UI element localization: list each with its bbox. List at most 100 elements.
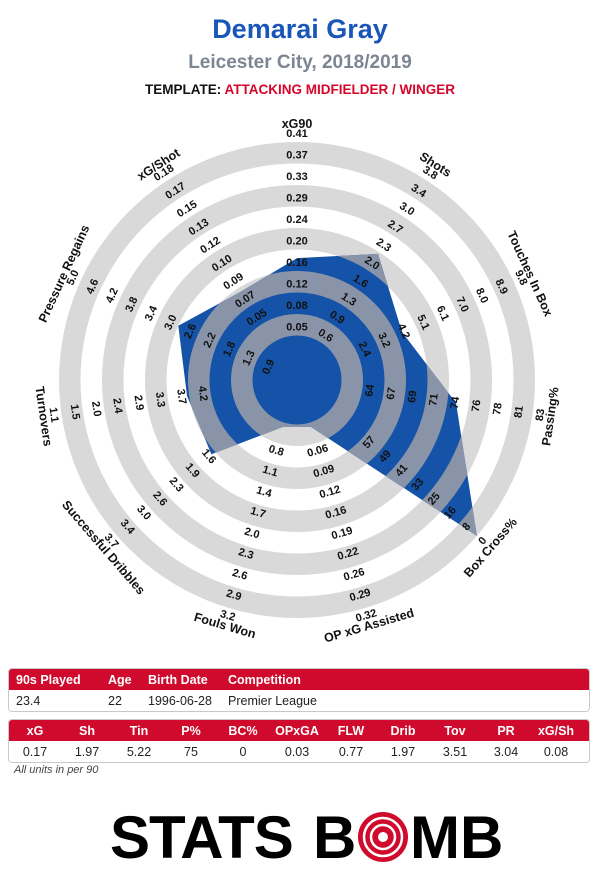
radar-tick-label: 0.09 <box>312 463 336 481</box>
radar-tick-label: 3.3 <box>153 391 167 408</box>
radar-center <box>274 357 320 403</box>
radar-tick-label: 0.9 <box>260 358 277 377</box>
logo-mb-text: MB <box>410 806 503 866</box>
radar-tick-label: 0.8 <box>267 443 285 459</box>
stats-header-tov: Tov <box>444 723 466 738</box>
stats-header-bc: BC% <box>228 723 258 738</box>
radar-axis-label: Turnovers <box>32 386 54 448</box>
info-header-competition: Competition <box>228 672 301 687</box>
radar-tick-label: 78 <box>491 402 505 416</box>
stats-value-bc: 0 <box>239 744 247 759</box>
radar-tick-label: 0.24 <box>286 214 308 226</box>
info-value-birth-date: 1996-06-28 <box>148 693 212 708</box>
stats-value-xg: 0.17 <box>22 744 48 759</box>
bomb-target-icon <box>358 812 408 862</box>
radar-tick-label: 1.1 <box>46 407 60 424</box>
statsbomb-logo: STATS B MB <box>110 806 503 866</box>
radar-tick-label: 83 <box>534 408 548 422</box>
radar-tick-label: 1.1 <box>261 464 279 480</box>
logo-b-text: B <box>313 806 356 866</box>
stats-header-pr: PR <box>497 723 515 738</box>
radar-tick-label: 2.3 <box>237 546 255 562</box>
radar-tick-label: 3.2 <box>375 331 392 350</box>
info-table-header: 90s Played Age Birth Date Competition <box>9 669 589 690</box>
stats-header-tin: Tin <box>129 723 149 738</box>
radar-tick-label: 71 <box>427 393 441 407</box>
stats-value-drib: 1.97 <box>390 744 416 759</box>
logo-stats-text: STATS <box>110 806 293 866</box>
radar-tick-label: 2.0 <box>243 526 261 542</box>
player-name: Demarai Gray <box>212 14 388 44</box>
radar-tick-label: 1.5 <box>68 403 82 420</box>
radar-tick-label: 2.9 <box>225 587 243 603</box>
radar-axis-label: Passing% <box>539 386 561 446</box>
stats-table-row: 0.17 1.97 5.22 75 0 0.03 0.77 1.97 3.51 … <box>9 741 589 762</box>
info-header-90s: 90s Played <box>16 672 81 687</box>
radar-tick-label: 0.26 <box>342 566 366 584</box>
radar-tick-label: 1.3 <box>241 349 258 368</box>
radar-tick-label: 74 <box>449 395 463 410</box>
radar-tick-label: 4.2 <box>395 322 412 341</box>
stats-header-sh: Sh <box>79 723 95 738</box>
radar-tick-label: 0.29 <box>286 193 307 205</box>
stats-header-xgsh: xG/Sh <box>537 723 575 738</box>
radar-tick-label: 69 <box>406 390 420 404</box>
radar-tick-label: 0.20 <box>286 236 307 248</box>
radar-tick-label: 2.4 <box>110 397 124 415</box>
radar-tick-label: 2.2 <box>201 331 218 350</box>
radar-tick-label: 9.8 <box>512 268 529 287</box>
radar-tick-label: 3.0 <box>162 313 179 332</box>
radar-tick-label: 3.7 <box>174 388 188 405</box>
stats-value-sh: 1.97 <box>74 744 100 759</box>
team-season: Leicester City, 2018/2019 <box>188 52 412 73</box>
radar-tick-label: 4.2 <box>104 286 121 305</box>
radar-axis-label: xG90 <box>282 117 313 131</box>
radar-tick-label: 0.12 <box>318 484 342 502</box>
info-table-row: 23.4 22 1996-06-28 Premier League <box>9 690 589 711</box>
radar-tick-label: 2.6 <box>182 322 199 341</box>
template-line: TEMPLATE: ATTACKING MIDFIELDER / WINGER <box>0 82 600 97</box>
stats-header-p: P% <box>181 723 201 738</box>
radar-tick-label: 0.22 <box>336 545 360 563</box>
radar-tick-label: 0.05 <box>286 322 307 334</box>
radar-tick-label: 5.0 <box>65 268 82 287</box>
radar-tick-label: 4.6 <box>84 277 101 296</box>
radar-overlap-ring <box>231 314 363 446</box>
radar-tick-label: 81 <box>512 405 526 419</box>
radar-tick-label: 0.19 <box>330 525 354 543</box>
stats-value-tov: 3.51 <box>442 744 468 759</box>
radar-tick-label: 3.2 <box>219 608 237 624</box>
info-value-competition: Premier League <box>228 693 317 708</box>
radar-tick-label: 0.41 <box>286 128 307 140</box>
radar-tick-label: 0.37 <box>286 150 307 162</box>
radar-tick-label: 1.7 <box>249 505 267 521</box>
stats-header-drib: Drib <box>390 723 416 738</box>
template-label: TEMPLATE: <box>145 82 222 97</box>
units-footnote: All units in per 90 <box>14 764 99 776</box>
stats-header-opxga: OPxGA <box>275 723 319 738</box>
radar-tick-label: 3.8 <box>123 295 140 314</box>
stats-value-xgsh: 0.08 <box>543 744 569 759</box>
info-value-90s: 23.4 <box>16 693 41 708</box>
info-table: 90s Played Age Birth Date Competition 23… <box>8 668 590 712</box>
radar-tick-label: 67 <box>385 387 399 401</box>
radar-tick-label: 0.16 <box>286 257 307 269</box>
radar-overlap <box>178 253 477 536</box>
radar-tick-label: 64 <box>363 383 377 398</box>
radar-tick-label: 0.29 <box>348 587 372 605</box>
radar-tick-label: 76 <box>470 399 484 413</box>
radar-tick-label: 2.9 <box>132 394 146 411</box>
stats-table: xG Sh Tin P% BC% OPxGA FLW Drib Tov PR x… <box>8 719 590 763</box>
radar-tick-label: 0.16 <box>324 504 348 522</box>
radar-tick-label: 6.1 <box>434 304 451 323</box>
stats-value-pr: 3.04 <box>493 744 519 759</box>
radar-tick-label: 0.08 <box>286 300 307 312</box>
info-header-age: Age <box>108 672 132 687</box>
radar-tick-label: 0.32 <box>354 607 378 625</box>
radar-tick-label: 1.8 <box>221 340 238 359</box>
stats-value-tin: 5.22 <box>126 744 152 759</box>
info-value-age: 22 <box>108 693 122 708</box>
stats-value-opxga: 0.03 <box>284 744 310 759</box>
stats-header-flw: FLW <box>337 723 365 738</box>
radar-tick-label: 5.1 <box>414 313 431 332</box>
